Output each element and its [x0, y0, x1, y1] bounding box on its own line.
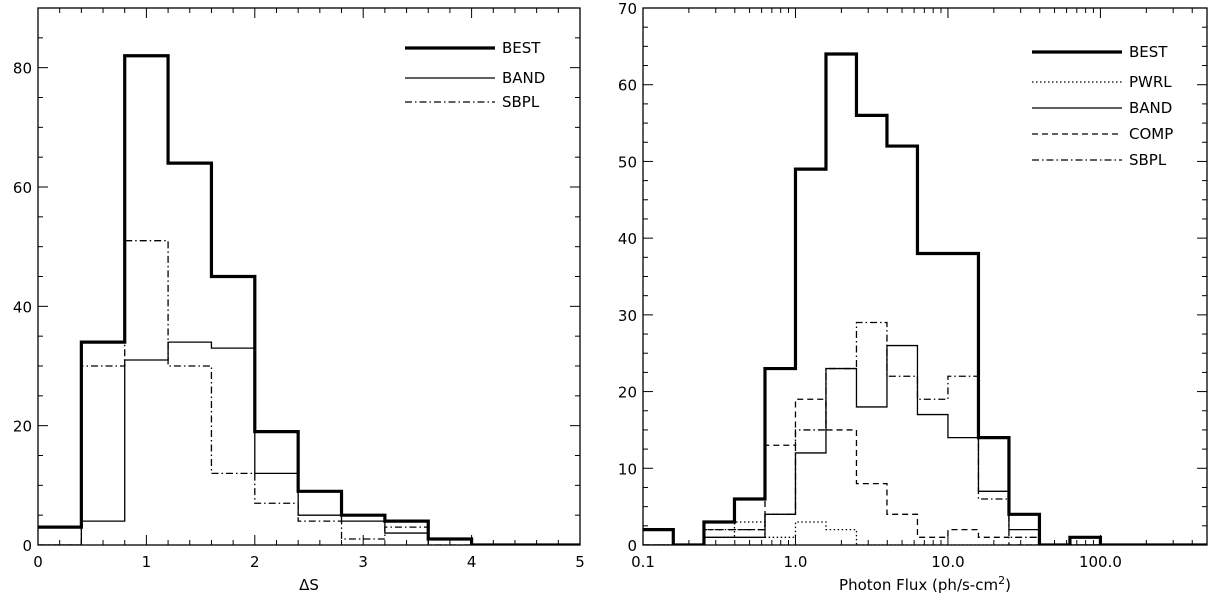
delta-s-histogram-panel: 0 20 40 60 80 0 1 2 3 4 5 ΔS BEST BAND SBPL [13, 7, 585, 594]
y-tick-label: 10 [618, 460, 637, 478]
y-tick-label: 20 [618, 384, 637, 402]
series-band-histogram [643, 344, 1207, 545]
legend-label-pwrl: PWRL [1129, 73, 1172, 91]
x-tick-label: 10.0 [931, 553, 964, 571]
series-pwrl-histogram [643, 521, 1207, 545]
legend-label-sbpl: SBPL [502, 93, 540, 111]
x-axis-title: ΔS [299, 576, 319, 594]
y-tick-label: 50 [618, 153, 637, 171]
y-tick-label: 40 [13, 298, 32, 316]
series-comp-histogram [643, 398, 1207, 545]
series-best-histogram [643, 52, 1207, 545]
x-tick-label: 0 [33, 553, 43, 571]
y-tick-label: 40 [618, 230, 637, 248]
y-tick-label: 0 [22, 537, 32, 555]
plot-frame [642, 7, 1208, 546]
photon-flux-histogram-panel: 0 10 20 30 40 50 60 70 0.1 1.0 10.0 100.0 Photon Flu… [618, 0, 1208, 594]
legend-label-best: BEST [502, 39, 541, 57]
x-tick-label: 5 [575, 553, 585, 571]
x-tick-label: 2 [250, 553, 260, 571]
x-axis-title-suffix: ) [1005, 576, 1011, 594]
x-tick-label: 1 [142, 553, 152, 571]
series-band-histogram [38, 341, 580, 545]
legend-label-comp: COMP [1129, 125, 1173, 143]
legend-label-best: BEST [1129, 43, 1168, 61]
x-tick-label: 1.0 [784, 553, 808, 571]
x-tick-label: 4 [467, 553, 477, 571]
y-tick-label: 30 [618, 307, 637, 325]
plot-frame [37, 7, 581, 546]
x-tick-label: 0.1 [631, 553, 655, 571]
legend-label-band: BAND [1129, 99, 1172, 117]
series-best-histogram [38, 54, 580, 545]
x-tick-label: 100.0 [1079, 553, 1122, 571]
legend-label-band: BAND [502, 69, 545, 87]
x-tick-label: 3 [358, 553, 368, 571]
x-axis-title-superscript: 2 [998, 574, 1005, 587]
x-axis-title: Photon Flux (ph/s-cm2) [839, 574, 1011, 594]
y-tick-label: 60 [618, 77, 637, 95]
x-axis-title-text: Photon Flux (ph/s-cm [839, 576, 998, 594]
y-tick-label: 0 [627, 537, 637, 555]
series-sbpl-histogram [643, 321, 1207, 545]
series-sbpl-histogram [38, 240, 580, 545]
y-tick-label: 20 [13, 418, 32, 436]
x-axis-title-text: ΔS [299, 576, 319, 594]
y-tick-label: 60 [13, 179, 32, 197]
y-tick-label: 70 [618, 0, 637, 18]
y-tick-label: 80 [13, 60, 32, 78]
legend-label-sbpl: SBPL [1129, 151, 1167, 169]
